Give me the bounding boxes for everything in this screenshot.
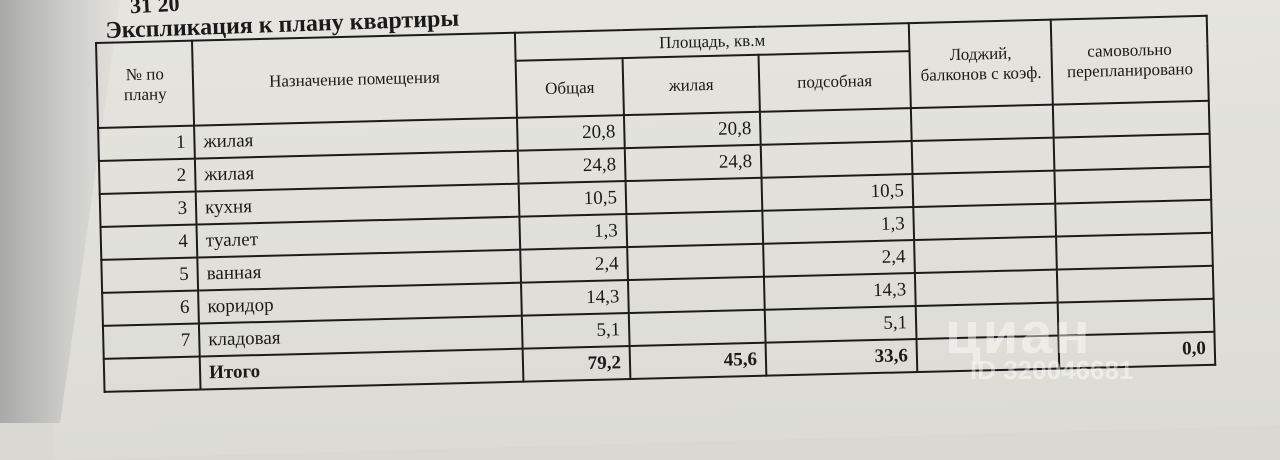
row-number: 7 [102, 323, 200, 359]
row-living: 24,8 [624, 144, 762, 182]
row-loggias [915, 302, 1059, 340]
row-aux: 5,1 [764, 306, 917, 343]
row-loggias [914, 269, 1058, 307]
row-aux: 14,3 [763, 273, 916, 310]
totals-label: Итого [199, 348, 524, 390]
row-number: 3 [99, 191, 197, 227]
row-aux: 2,4 [763, 240, 915, 277]
totals-total: 79,2 [522, 346, 631, 382]
totals-living: 45,6 [629, 342, 767, 380]
row-number: 6 [102, 290, 199, 326]
header-living: жилая [622, 54, 760, 116]
header-unauthorized: самовольно перепланировано [1050, 15, 1209, 105]
row-aux [759, 108, 912, 145]
header-loggias: Лоджий, балконов с коэф. [908, 19, 1053, 109]
row-total: 2,4 [520, 247, 628, 283]
row-number: 1 [98, 125, 195, 161]
row-unauthorized [1054, 166, 1212, 204]
row-number: 4 [100, 224, 198, 260]
row-unauthorized [1053, 133, 1211, 171]
row-loggias [912, 170, 1056, 208]
row-total: 1,3 [519, 214, 628, 250]
row-total: 10,5 [518, 181, 627, 217]
row-aux [760, 141, 913, 178]
row-unauthorized [1052, 100, 1210, 138]
row-unauthorized [1056, 265, 1214, 303]
row-total: 14,3 [521, 280, 629, 316]
row-living [626, 210, 764, 248]
row-aux: 10,5 [761, 174, 914, 211]
row-unauthorized [1057, 298, 1215, 336]
row-loggias [913, 203, 1057, 241]
header-purpose: Назначение помещения [191, 32, 517, 126]
row-unauthorized [1055, 199, 1212, 237]
row-number: 5 [101, 257, 199, 293]
row-total: 20,8 [516, 115, 625, 151]
row-total: 5,1 [521, 313, 630, 349]
header-auxiliary: подсобная [758, 51, 911, 112]
row-living [625, 177, 763, 215]
row-loggias [914, 236, 1057, 274]
row-loggias [911, 137, 1055, 175]
totals-aux: 33,6 [765, 339, 918, 376]
row-living [628, 309, 766, 347]
header-number: № по плану [96, 40, 195, 128]
row-unauthorized [1056, 232, 1213, 270]
row-aux: 1,3 [762, 207, 915, 244]
row-living [627, 276, 765, 314]
header-total: Общая [515, 58, 624, 118]
row-living: 20,8 [623, 111, 761, 149]
totals-unauthorized: 0,0 [1058, 331, 1216, 369]
row-total: 24,8 [517, 148, 626, 184]
row-living [627, 243, 764, 281]
explication-table: № по плану Назначение помещения Площадь,… [95, 15, 1216, 393]
row-loggias [910, 104, 1054, 142]
row-number: 2 [98, 158, 196, 194]
